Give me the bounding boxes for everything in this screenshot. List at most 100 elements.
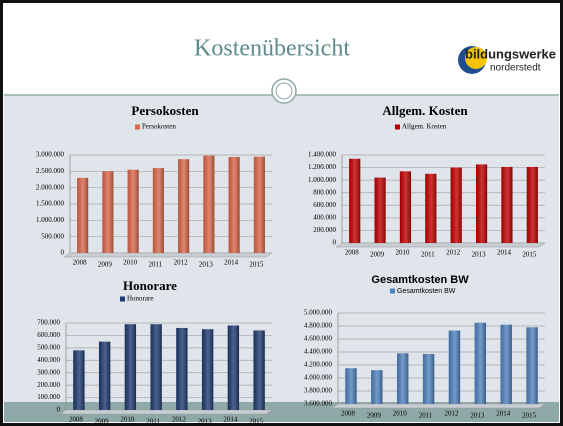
x-tick-label: 2009: [370, 251, 385, 259]
bar-shade: [526, 327, 538, 404]
x-tick-label: 2010: [393, 410, 408, 418]
legend-label: Persokosten: [142, 123, 176, 131]
chart-title: Allgem. Kosten: [382, 103, 468, 118]
bar-shade: [77, 177, 89, 253]
legend-swatch: [120, 296, 125, 302]
x-tick-label: 2015: [522, 251, 537, 259]
chart-title: Persokosten: [131, 103, 199, 118]
legend-label: Allgem. Kosten: [402, 123, 447, 131]
y-tick-label: 1.200.000: [308, 163, 337, 171]
bar-shade: [422, 353, 435, 404]
y-tick-label: 300.000: [37, 368, 60, 376]
x-tick-label: 2015: [249, 261, 264, 269]
bar-shade: [526, 166, 538, 243]
x-tick-label: 2013: [199, 261, 214, 269]
bar-shade: [450, 167, 462, 243]
bar-shade: [176, 327, 188, 410]
bar-shade: [203, 155, 215, 253]
x-tick-label: 2011: [421, 251, 435, 259]
bar-shade: [396, 353, 409, 404]
y-tick-label: 3.600.000: [304, 400, 333, 408]
logo-sun: [465, 47, 487, 69]
content-bg: [4, 96, 559, 422]
x-tick-label: 2012: [172, 416, 187, 424]
legend-label: Gesamtkosten BW: [397, 288, 456, 295]
x-tick-label: 2008: [69, 416, 84, 424]
legend-swatch: [395, 124, 400, 130]
floor: [59, 409, 273, 415]
floor: [63, 252, 273, 258]
x-tick-label: 2013: [470, 412, 485, 420]
x-tick-label: 2015: [522, 412, 537, 420]
floor: [331, 403, 546, 409]
y-tick-label: 0: [61, 249, 65, 257]
bar-shade: [127, 169, 139, 253]
y-tick-label: 700.000: [37, 319, 60, 327]
y-tick-label: 600.000: [313, 201, 336, 209]
y-tick-label: 2.000.000: [36, 183, 65, 191]
x-tick-label: 2010: [123, 259, 138, 267]
y-tick-label: 0: [333, 239, 337, 247]
bar-shade: [349, 158, 361, 243]
x-tick-label: 2008: [341, 410, 356, 418]
y-tick-label: 500.000: [41, 232, 64, 240]
x-tick-label: 2010: [395, 249, 410, 257]
bar-shade: [253, 156, 265, 253]
y-tick-label: 5.000.000: [304, 309, 333, 317]
bar-shade: [474, 322, 487, 404]
bar-shade: [425, 173, 437, 243]
legend-swatch: [135, 124, 140, 130]
x-tick-label: 2013: [198, 418, 213, 426]
y-tick-label: 600.000: [37, 331, 60, 339]
bar-shade: [150, 324, 162, 410]
bar-shade: [73, 350, 85, 410]
x-tick-label: 2011: [146, 418, 160, 426]
bar-shade: [228, 156, 240, 253]
y-tick-label: 1.400.000: [308, 151, 337, 159]
y-tick-label: 4.600.000: [304, 335, 333, 343]
y-tick-label: 800.000: [313, 188, 336, 196]
x-tick-label: 2014: [223, 416, 238, 424]
bar-shade: [178, 159, 190, 253]
bar-shade: [371, 370, 383, 404]
bar-shade: [201, 329, 214, 410]
x-tick-label: 2011: [149, 261, 163, 269]
y-tick-label: 400.000: [37, 356, 60, 364]
bar-shade: [448, 330, 461, 404]
x-tick-label: 2008: [345, 249, 360, 257]
bar-shade: [253, 330, 265, 410]
y-tick-label: 4.400.000: [304, 348, 333, 356]
x-tick-label: 2011: [419, 412, 433, 420]
y-tick-label: 1.000.000: [36, 216, 65, 224]
x-tick-label: 2010: [120, 416, 135, 424]
logo-brand: bildungswerke: [465, 46, 556, 61]
y-tick-label: 100.000: [37, 393, 60, 401]
bar-shade: [475, 164, 488, 243]
bar-shade: [227, 325, 240, 410]
bar-shade: [152, 168, 164, 253]
x-tick-label: 2014: [224, 259, 239, 267]
x-tick-label: 2013: [472, 251, 487, 259]
bar-shade: [345, 368, 357, 404]
y-tick-label: 4.200.000: [304, 361, 333, 369]
x-tick-label: 2015: [249, 418, 264, 426]
chart-title: Gesamtkosten BW: [371, 274, 469, 286]
y-tick-label: 500.000: [37, 343, 60, 351]
legend-label: Honorare: [127, 295, 153, 303]
logo-place: norderstedt: [490, 63, 541, 74]
x-tick-label: 2012: [446, 249, 461, 257]
bar-shade: [399, 171, 412, 243]
bar-shade: [98, 341, 111, 410]
bar-shade: [374, 177, 386, 243]
x-tick-label: 2009: [98, 261, 113, 269]
x-tick-label: 2009: [95, 418, 110, 426]
x-tick-label: 2009: [367, 412, 382, 420]
x-tick-label: 2012: [444, 410, 459, 418]
bar-shade: [102, 171, 114, 253]
legend-swatch: [390, 288, 395, 294]
y-tick-label: 0: [57, 406, 61, 414]
slide-title: Kostenübersicht: [194, 36, 350, 62]
x-tick-label: 2014: [496, 410, 511, 418]
